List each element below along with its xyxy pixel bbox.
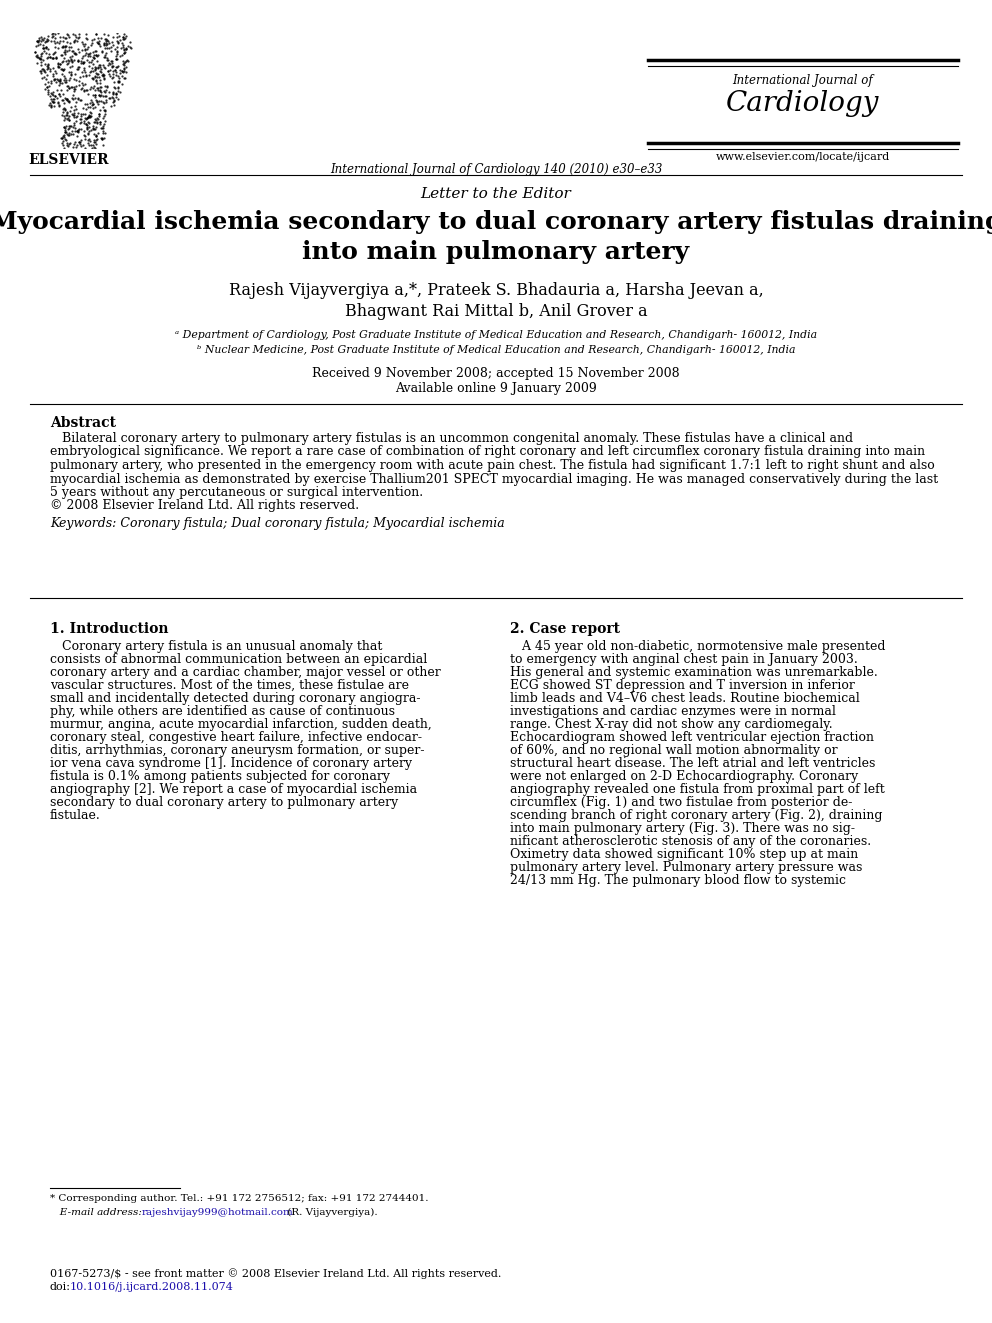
- Text: ᵃ Department of Cardiology, Post Graduate Institute of Medical Education and Res: ᵃ Department of Cardiology, Post Graduat…: [175, 329, 817, 340]
- Text: Echocardiogram showed left ventricular ejection fraction: Echocardiogram showed left ventricular e…: [510, 732, 874, 744]
- Text: Myocardial ischemia secondary to dual coronary artery fistulas draining: Myocardial ischemia secondary to dual co…: [0, 210, 992, 234]
- Text: * Corresponding author. Tel.: +91 172 2756512; fax: +91 172 2744401.: * Corresponding author. Tel.: +91 172 27…: [50, 1193, 429, 1203]
- Text: circumflex (Fig. 1) and two fistulae from posterior de-: circumflex (Fig. 1) and two fistulae fro…: [510, 796, 852, 808]
- Text: range. Chest X-ray did not show any cardiomegaly.: range. Chest X-ray did not show any card…: [510, 718, 832, 732]
- Text: angiography revealed one fistula from proximal part of left: angiography revealed one fistula from pr…: [510, 783, 885, 796]
- Text: rajeshvijay999@hotmail.com: rajeshvijay999@hotmail.com: [142, 1208, 294, 1217]
- Text: were not enlarged on 2-D Echocardiography. Coronary: were not enlarged on 2-D Echocardiograph…: [510, 770, 858, 783]
- Text: Coronary artery fistula is an unusual anomaly that: Coronary artery fistula is an unusual an…: [50, 640, 382, 654]
- Text: (R. Vijayvergiya).: (R. Vijayvergiya).: [284, 1208, 378, 1217]
- Text: fistulae.: fistulae.: [50, 808, 101, 822]
- Text: Letter to the Editor: Letter to the Editor: [421, 187, 571, 201]
- Text: into main pulmonary artery (Fig. 3). There was no sig-: into main pulmonary artery (Fig. 3). The…: [510, 822, 855, 835]
- Text: A 45 year old non-diabetic, normotensive male presented: A 45 year old non-diabetic, normotensive…: [510, 640, 886, 654]
- Text: ᵇ Nuclear Medicine, Post Graduate Institute of Medical Education and Research, C: ᵇ Nuclear Medicine, Post Graduate Instit…: [196, 345, 796, 355]
- Text: His general and systemic examination was unremarkable.: His general and systemic examination was…: [510, 665, 878, 679]
- Text: E-mail address:: E-mail address:: [50, 1208, 145, 1217]
- Text: International Journal of Cardiology 140 (2010) e30–e33: International Journal of Cardiology 140 …: [329, 163, 663, 176]
- Text: 0167-5273/$ - see front matter © 2008 Elsevier Ireland Ltd. All rights reserved.: 0167-5273/$ - see front matter © 2008 El…: [50, 1267, 501, 1279]
- Text: coronary artery and a cardiac chamber, major vessel or other: coronary artery and a cardiac chamber, m…: [50, 665, 440, 679]
- Text: 24/13 mm Hg. The pulmonary blood flow to systemic: 24/13 mm Hg. The pulmonary blood flow to…: [510, 875, 846, 886]
- Text: fistula is 0.1% among patients subjected for coronary: fistula is 0.1% among patients subjected…: [50, 770, 390, 783]
- Text: to emergency with anginal chest pain in January 2003.: to emergency with anginal chest pain in …: [510, 654, 858, 665]
- Text: 5 years without any percutaneous or surgical intervention.: 5 years without any percutaneous or surg…: [50, 486, 424, 499]
- Text: limb leads and V4–V6 chest leads. Routine biochemical: limb leads and V4–V6 chest leads. Routin…: [510, 692, 860, 705]
- Text: Rajesh Vijayvergiya a,*, Prateek S. Bhadauria a, Harsha Jeevan a,: Rajesh Vijayvergiya a,*, Prateek S. Bhad…: [228, 282, 764, 299]
- Text: myocardial ischemia as demonstrated by exercise Thallium201 SPECT myocardial ima: myocardial ischemia as demonstrated by e…: [50, 472, 938, 486]
- Text: investigations and cardiac enzymes were in normal: investigations and cardiac enzymes were …: [510, 705, 836, 718]
- Text: structural heart disease. The left atrial and left ventricles: structural heart disease. The left atria…: [510, 757, 875, 770]
- Text: www.elsevier.com/locate/ijcard: www.elsevier.com/locate/ijcard: [716, 152, 890, 161]
- Text: into main pulmonary artery: into main pulmonary artery: [303, 239, 689, 265]
- Text: International Journal of: International Journal of: [733, 74, 873, 87]
- Text: pulmonary artery, who presented in the emergency room with acute pain chest. The: pulmonary artery, who presented in the e…: [50, 459, 934, 472]
- Text: consists of abnormal communication between an epicardial: consists of abnormal communication betwe…: [50, 654, 428, 665]
- Text: scending branch of right coronary artery (Fig. 2), draining: scending branch of right coronary artery…: [510, 808, 883, 822]
- Text: Keywords: Coronary fistula; Dual coronary fistula; Myocardial ischemia: Keywords: Coronary fistula; Dual coronar…: [50, 517, 505, 531]
- Text: coronary steal, congestive heart failure, infective endocar-: coronary steal, congestive heart failure…: [50, 732, 422, 744]
- Text: ECG showed ST depression and T inversion in inferior: ECG showed ST depression and T inversion…: [510, 679, 855, 692]
- Text: vascular structures. Most of the times, these fistulae are: vascular structures. Most of the times, …: [50, 679, 409, 692]
- Text: ditis, arrhythmias, coronary aneurysm formation, or super-: ditis, arrhythmias, coronary aneurysm fo…: [50, 744, 425, 757]
- Text: embryological significance. We report a rare case of combination of right corona: embryological significance. We report a …: [50, 446, 926, 459]
- Text: Bilateral coronary artery to pulmonary artery fistulas is an uncommon congenital: Bilateral coronary artery to pulmonary a…: [50, 433, 853, 445]
- Text: murmur, angina, acute myocardial infarction, sudden death,: murmur, angina, acute myocardial infarct…: [50, 718, 432, 732]
- Text: ior vena cava syndrome [1]. Incidence of coronary artery: ior vena cava syndrome [1]. Incidence of…: [50, 757, 412, 770]
- Text: Available online 9 January 2009: Available online 9 January 2009: [395, 382, 597, 396]
- Text: doi:: doi:: [50, 1282, 71, 1293]
- Text: 1. Introduction: 1. Introduction: [50, 622, 169, 636]
- Text: 10.1016/j.ijcard.2008.11.074: 10.1016/j.ijcard.2008.11.074: [70, 1282, 234, 1293]
- Text: Oximetry data showed significant 10% step up at main: Oximetry data showed significant 10% ste…: [510, 848, 858, 861]
- Text: of 60%, and no regional wall motion abnormality or: of 60%, and no regional wall motion abno…: [510, 744, 837, 757]
- Text: small and incidentally detected during coronary angiogra-: small and incidentally detected during c…: [50, 692, 421, 705]
- Text: © 2008 Elsevier Ireland Ltd. All rights reserved.: © 2008 Elsevier Ireland Ltd. All rights …: [50, 500, 359, 512]
- Text: Received 9 November 2008; accepted 15 November 2008: Received 9 November 2008; accepted 15 No…: [312, 366, 680, 380]
- Text: ELSEVIER: ELSEVIER: [28, 153, 108, 167]
- Text: Bhagwant Rai Mittal b, Anil Grover a: Bhagwant Rai Mittal b, Anil Grover a: [344, 303, 648, 320]
- Text: secondary to dual coronary artery to pulmonary artery: secondary to dual coronary artery to pul…: [50, 796, 398, 808]
- Text: pulmonary artery level. Pulmonary artery pressure was: pulmonary artery level. Pulmonary artery…: [510, 861, 862, 875]
- Text: phy, while others are identified as cause of continuous: phy, while others are identified as caus…: [50, 705, 395, 718]
- Text: 2. Case report: 2. Case report: [510, 622, 620, 636]
- Text: Abstract: Abstract: [50, 415, 116, 430]
- Text: Cardiology: Cardiology: [726, 90, 880, 116]
- Text: angiography [2]. We report a case of myocardial ischemia: angiography [2]. We report a case of myo…: [50, 783, 417, 796]
- Text: nificant atherosclerotic stenosis of any of the coronaries.: nificant atherosclerotic stenosis of any…: [510, 835, 871, 848]
